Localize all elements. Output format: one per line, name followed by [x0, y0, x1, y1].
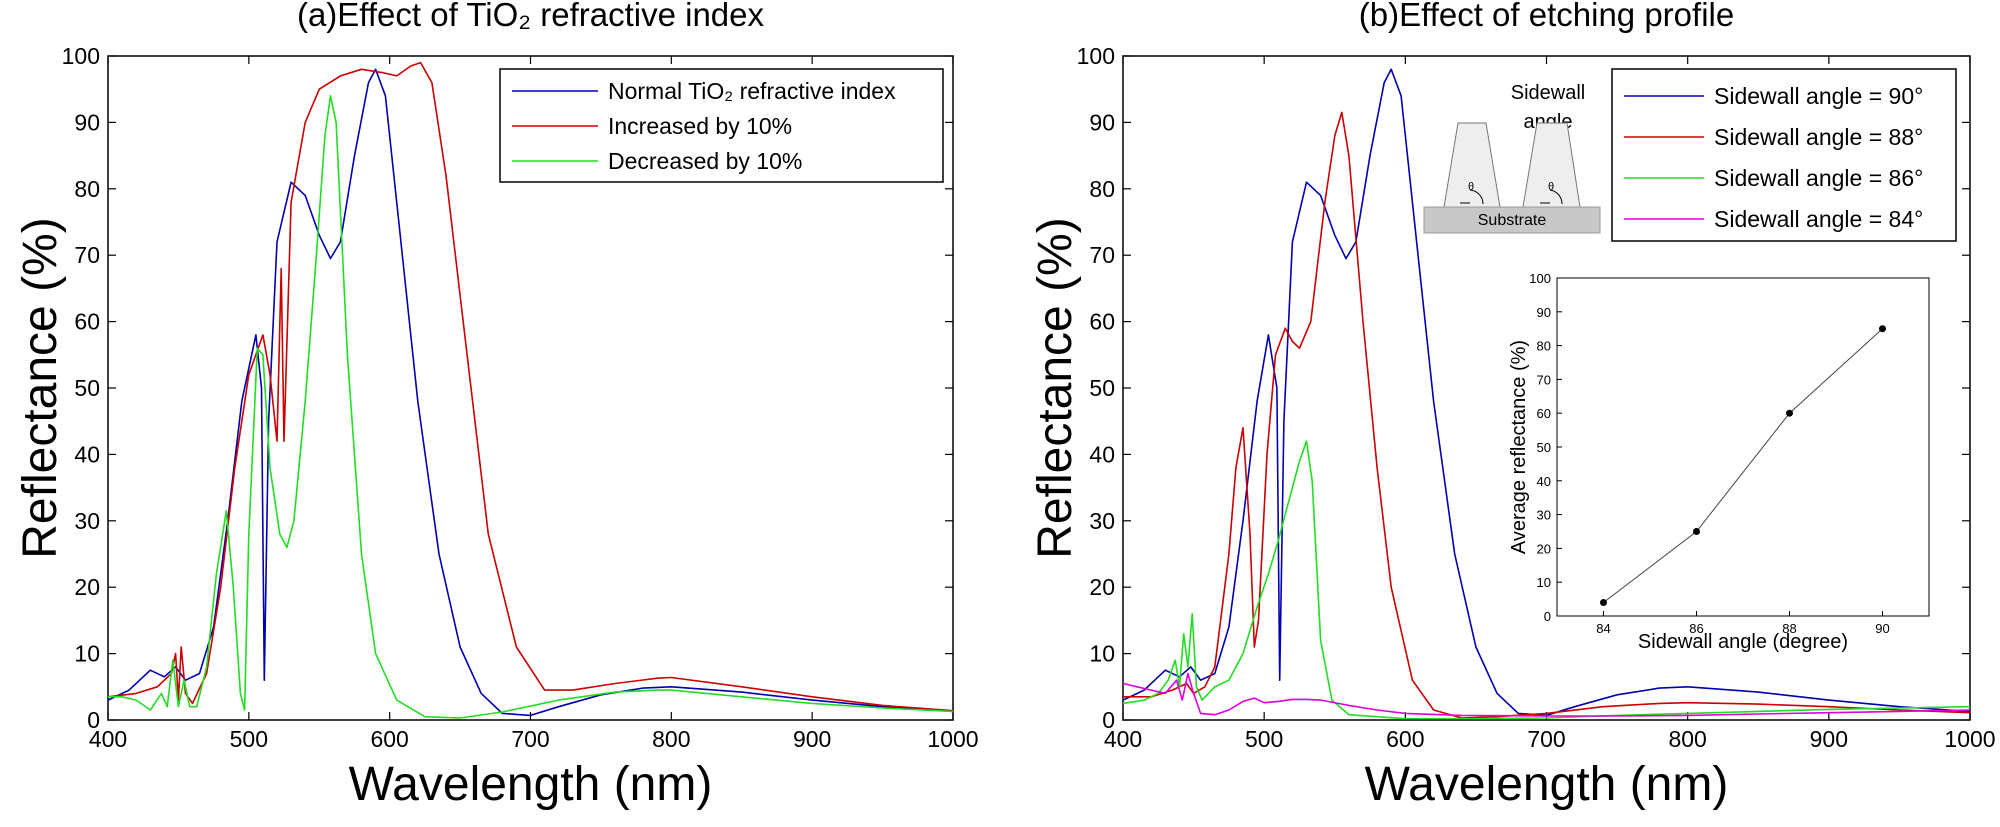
inset-x-tick-label: 84 — [1596, 621, 1610, 636]
legend-entry-2: Decreased by 10% — [608, 148, 802, 174]
y-tick-label: 70 — [74, 242, 100, 268]
y-tick-label: 10 — [74, 641, 100, 667]
inset-y-tick-label: 50 — [1537, 440, 1551, 455]
y-tick-label: 0 — [87, 707, 100, 733]
substrate-label: Substrate — [1478, 212, 1547, 229]
inset-y-tick-label: 60 — [1537, 406, 1551, 421]
y-tick-label: 90 — [1089, 109, 1115, 135]
series-line-0 — [107, 68, 954, 717]
x-tick-label: 500 — [1245, 726, 1283, 752]
inset-y-tick-label: 90 — [1537, 305, 1551, 320]
x-tick-label: 1000 — [927, 726, 978, 752]
inset-x-axis-label: Sidewall angle (degree) — [1638, 631, 1848, 653]
inset-point-3 — [1879, 325, 1886, 333]
series-line-3 — [1122, 672, 1971, 717]
x-tick-label: 900 — [1810, 726, 1848, 752]
inset-y-tick-label: 30 — [1537, 508, 1551, 523]
ridge-right — [1522, 122, 1581, 208]
angle-arc-left — [1469, 189, 1484, 205]
legend-entry-0: Sidewall angle = 90° — [1714, 83, 1923, 109]
x-tick-label: 800 — [1668, 726, 1706, 752]
inset-point-0 — [1600, 598, 1607, 606]
x-tick-label: 700 — [1527, 726, 1565, 752]
y-tick-label: 100 — [1077, 43, 1115, 69]
theta-left: θ — [1468, 181, 1474, 193]
y-tick-label: 30 — [1089, 508, 1115, 534]
legend-entry-0: Normal TiO₂ refractive index — [608, 78, 896, 104]
y-tick-label: 70 — [1089, 242, 1115, 268]
chart-title: (b)Effect of etching profile — [1359, 0, 1734, 33]
y-tick-label: 60 — [1089, 309, 1115, 335]
inset-x-tick-label: 90 — [1875, 621, 1889, 636]
y-tick-label: 50 — [1089, 375, 1115, 401]
legend — [1611, 68, 1957, 242]
series-line-1 — [1123, 111, 1971, 719]
inset-y-tick-label: 10 — [1537, 575, 1551, 590]
x-axis-label: Wavelength (nm) — [349, 758, 713, 811]
ridge-left — [1443, 122, 1501, 208]
y-tick-label: 60 — [74, 309, 100, 335]
x-axis-label: Wavelength (nm) — [1365, 758, 1729, 811]
y-tick-label: 20 — [74, 574, 100, 600]
y-tick-label: 0 — [1102, 707, 1115, 733]
y-tick-label: 40 — [1089, 441, 1115, 467]
x-tick-label: 400 — [1104, 726, 1142, 752]
x-tick-label: 600 — [1386, 726, 1424, 752]
y-axis-label: Reflectance (%) — [1029, 217, 1082, 558]
inset-x-tick-label: 86 — [1689, 621, 1703, 636]
inset-y-tick-label: 100 — [1529, 271, 1551, 286]
series-line-2 — [108, 95, 954, 719]
y-tick-label: 10 — [1089, 641, 1115, 667]
y-tick-label: 100 — [62, 43, 100, 69]
inset-y-tick-label: 20 — [1537, 541, 1551, 556]
y-tick-label: 40 — [74, 441, 100, 467]
inset-line — [1603, 328, 1883, 603]
legend-entry-3: Sidewall angle = 84° — [1714, 206, 1923, 232]
y-tick-label: 80 — [1089, 176, 1115, 202]
inset-y-tick-label: 70 — [1537, 372, 1551, 387]
theta-right: θ — [1548, 181, 1554, 193]
x-tick-label: 900 — [793, 726, 831, 752]
diagram-label-sidewall: Sidewall — [1511, 82, 1585, 104]
x-tick-label: 800 — [652, 726, 690, 752]
x-tick-label: 1000 — [1944, 726, 1995, 752]
legend-entry-1: Sidewall angle = 88° — [1714, 124, 1923, 150]
y-tick-label: 90 — [74, 109, 100, 135]
inset-y-tick-label: 0 — [1544, 609, 1551, 624]
y-tick-label: 80 — [74, 176, 100, 202]
y-tick-label: 30 — [74, 508, 100, 534]
inset-point-1 — [1693, 528, 1700, 535]
inset-chart: 84 86 88 90 0 10 20 30 40 50 60 70 80 90 100 Sidewall a… — [1508, 271, 1930, 653]
x-tick-label: 600 — [370, 726, 408, 752]
y-tick-label: 50 — [74, 375, 100, 401]
series-line-1 — [107, 61, 954, 712]
inset-y-axis-label: Average reflectance (%) — [1508, 340, 1530, 554]
x-tick-label: 500 — [230, 726, 268, 752]
inset-point-2 — [1786, 409, 1793, 417]
inset-y-tick-label: 40 — [1537, 474, 1551, 489]
inset-y-tick-label: 80 — [1537, 339, 1551, 354]
y-axis-label: Reflectance (%) — [14, 217, 67, 558]
x-tick-label: 700 — [511, 726, 549, 752]
inset-frame — [1556, 277, 1930, 617]
chart-title: (a)Effect of TiO₂ refractive index — [297, 0, 765, 33]
legend-entry-2: Sidewall angle = 86° — [1714, 165, 1923, 191]
angle-arc-right — [1549, 189, 1563, 205]
y-tick-label: 20 — [1089, 574, 1115, 600]
inset-x-tick-label: 88 — [1782, 621, 1796, 636]
legend-entry-1: Increased by 10% — [608, 113, 792, 139]
x-tick-label: 400 — [89, 726, 127, 752]
substrate-block — [1423, 206, 1601, 234]
